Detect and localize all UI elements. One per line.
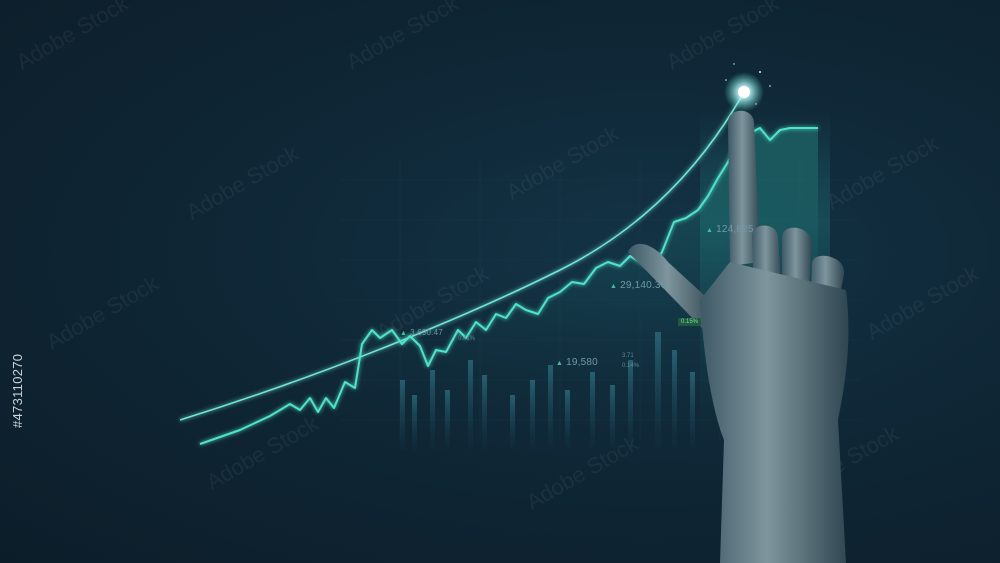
trend-curve [179,91,745,421]
stock-id-label: #473110270 [10,353,25,428]
sparkles [725,63,771,105]
small-readout: 0.14% [622,363,640,369]
up-triangle-icon: ▲ [706,227,714,234]
price-line [199,119,818,445]
price-area [200,120,818,450]
small-readout: 3.71 [622,353,634,359]
glow-dot [738,86,750,98]
readout-label: ▲ 124,825 [706,224,754,235]
readout-label: ▲ 19,580 [556,357,598,368]
readout-label: ▲ 3,690.47 [400,328,443,337]
up-triangle-icon: ▲ [400,330,408,337]
percent-badge: 0.15% [678,318,702,326]
up-triangle-icon: ▲ [556,360,564,367]
small-readout: 0.41% [458,336,476,342]
readout-label: ▲ 29,140.36 [610,280,667,291]
hand-silhouette [628,110,849,563]
up-triangle-icon: ▲ [610,283,618,290]
